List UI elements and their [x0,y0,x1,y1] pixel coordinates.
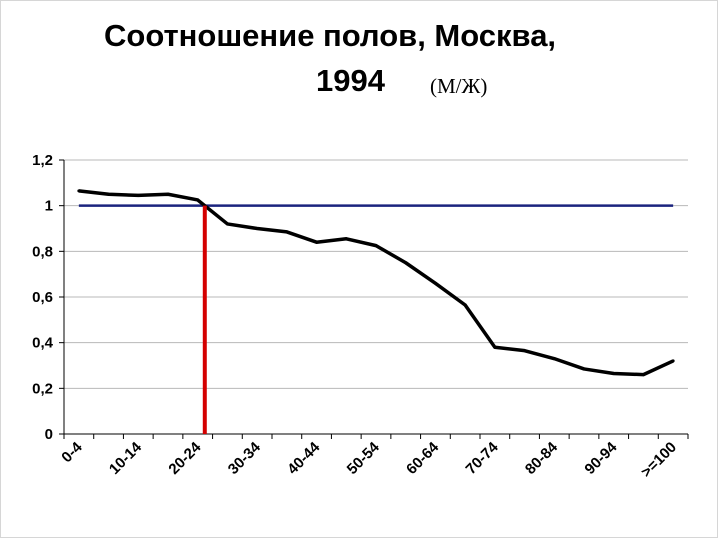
axis-layer [59,159,689,439]
data-point [107,192,111,196]
y-tick-label: 0,8 [32,243,53,260]
data-point [493,345,497,349]
data-point [166,192,170,196]
x-tick-label: 70-74 [463,438,503,478]
x-tick-label: 30-34 [225,438,265,478]
data-point [463,303,467,307]
x-tick-labels: 0-4 10-14 20-24 30-34 40-44 50-54 60-64 70-74 80… [58,438,680,481]
x-tick-label: 60-64 [403,438,443,478]
data-point [404,261,408,265]
chart-title-line-2: 1994 [316,63,385,98]
data-point [641,373,645,377]
data-point [255,227,259,230]
y-tick-label: 0 [45,426,53,443]
data-point [77,189,81,193]
x-tick-label: 0-4 [58,438,86,466]
y-tick-label: 1 [45,198,53,215]
series-line [78,189,674,377]
chart-title-line-1: Соотношение полов, Москва, [104,18,557,53]
data-point [315,240,319,244]
y-tick-label: 0,2 [32,380,53,397]
unit-label: (М/Ж) [430,74,488,98]
x-tick-label: 50-54 [344,438,384,478]
x-tick-label: >=100 [638,439,680,481]
y-tick-label: 0,6 [32,289,53,306]
data-point [552,357,556,361]
x-tick-label: 10-14 [106,438,146,478]
x-tick-label: 80-84 [522,438,562,478]
data-point [374,244,378,248]
y-tick-label: 0,4 [32,335,54,352]
data-point [136,193,140,197]
data-point [344,237,348,241]
data-point [523,349,527,353]
x-tick-label: 20-24 [165,438,205,478]
data-point [582,367,586,371]
data-point [285,230,289,234]
x-tick-label: 90-94 [581,438,621,478]
data-point [196,198,200,202]
y-tick-labels: 0 0,2 0,4 0,6 0,8 1 1,2 [32,152,54,443]
data-point [671,359,675,363]
x-tick-label: 40-44 [284,438,324,478]
data-point [225,222,229,226]
series-layer [77,189,675,434]
data-point [612,371,616,375]
data-point [433,281,437,285]
y-tick-label: 1,2 [32,152,53,169]
